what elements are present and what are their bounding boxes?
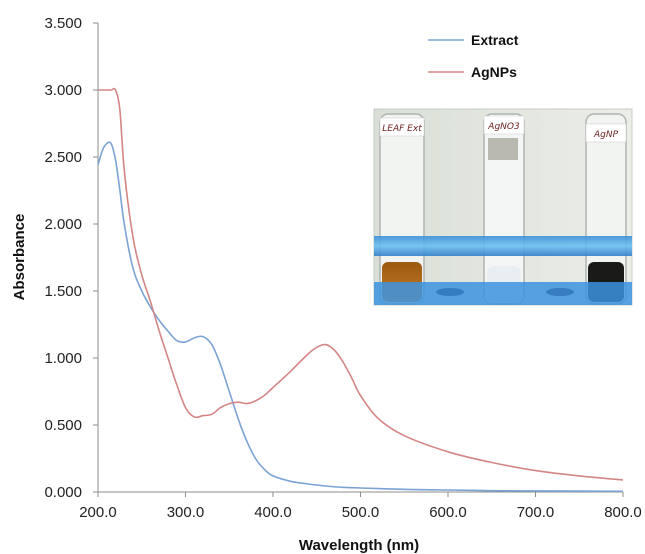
tube-label-extract: LEAF Ext [382, 124, 422, 134]
series-layer [97, 87, 624, 493]
y-tick-label: 2.500 [44, 149, 82, 166]
legend-label-extract: Extract [471, 32, 519, 48]
x-tick-label: 800.0 [604, 504, 642, 521]
x-tick-label: 400.0 [254, 504, 292, 521]
x-tick-label: 700.0 [517, 504, 555, 521]
y-tick-label: 3.000 [44, 82, 82, 99]
x-axis-ticks: 200.0 300.0 400.0 500.0 600.0 700.0 800.0 [79, 492, 642, 521]
series-line-extract [97, 141, 624, 493]
legend: Extract AgNPs [428, 32, 519, 80]
tube-label-agno3: AgNO3 [487, 122, 520, 132]
test-tube-extract: LEAF Ext [379, 113, 425, 305]
x-tick-label: 300.0 [167, 504, 205, 521]
tube-label-agnps: AgNP [593, 130, 619, 140]
test-tube-agnps: AgNP [585, 113, 627, 305]
y-tick-label: 1.000 [44, 350, 82, 367]
x-tick-label: 200.0 [79, 504, 117, 521]
y-tick-label: 3.500 [44, 15, 82, 32]
y-axis-title: Absorbance [11, 214, 28, 301]
y-axis-ticks: 0.000 0.500 1.000 1.500 2.000 2.500 3.000 3.500 [44, 15, 98, 501]
rack-base [374, 282, 632, 305]
legend-label-agnps: AgNPs [471, 64, 517, 80]
rack-top-bar [374, 236, 632, 256]
y-tick-label: 0.500 [44, 417, 82, 434]
test-tube-agno3: AgNO3 [483, 113, 525, 305]
y-tick-label: 0.000 [44, 484, 82, 501]
inset-photo: LEAF Ext AgNO3 AgNP [373, 108, 633, 306]
y-tick-label: 2.000 [44, 216, 82, 233]
x-tick-label: 600.0 [429, 504, 467, 521]
series-line-agnps [98, 87, 624, 481]
x-axis-title: Wavelength (nm) [299, 537, 419, 554]
y-tick-label: 1.500 [44, 283, 82, 300]
x-tick-label: 500.0 [342, 504, 380, 521]
